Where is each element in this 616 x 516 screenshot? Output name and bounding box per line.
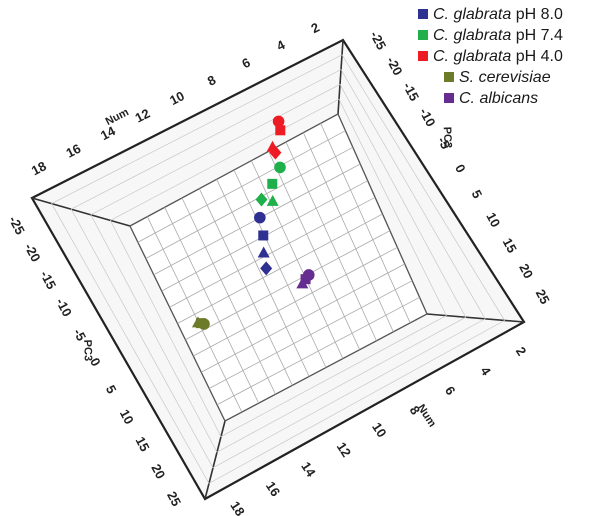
point-4-2-triangle [296, 277, 309, 289]
top-left-tick-label: 6 [240, 55, 253, 72]
legend: C. glabrata pH 8.0 C. glabrata pH 7.4 C. g… [418, 4, 616, 109]
top-left-tick-label: 4 [274, 37, 288, 54]
top-left-tick-label: 8 [205, 72, 218, 89]
top-right-tick-label: 0 [452, 162, 469, 175]
grid-line [216, 296, 420, 406]
top-left-tick-label: 12 [133, 106, 153, 126]
legend-swatch [418, 9, 428, 19]
plot-frame [30, 38, 526, 501]
point-0-2-triangle [257, 246, 270, 258]
top-right-tick-label: -20 [384, 54, 406, 78]
point-1-3-circle [274, 161, 286, 174]
legend-condition: pH 4.0 [511, 48, 563, 65]
point-0-0-circle [254, 211, 266, 224]
bottom-right-tick-label: 12 [334, 439, 354, 459]
bottom-right-tick-label: 6 [442, 383, 459, 397]
bottom-left-tick-label: 25 [164, 489, 184, 509]
bottom-right-tick-label: 14 [298, 459, 319, 480]
legend-entry: S. cerevisiae [418, 67, 616, 88]
point-1-1-square [267, 178, 278, 189]
bottom-right-tick-label: 18 [227, 498, 247, 516]
legend-condition: pH 7.4 [511, 27, 563, 44]
legend-swatch [444, 93, 454, 103]
bottom-right-tick-label: 16 [263, 479, 283, 499]
point-0-3-diamond [260, 261, 273, 276]
legend-species: C. albicans [459, 90, 539, 107]
corner-edge-1 [31, 197, 131, 227]
top-right-tick-label: 25 [533, 287, 553, 307]
legend-species: C. glabrata [433, 27, 512, 44]
bottom-right-tick-label: 2 [513, 344, 530, 358]
bottom-left-tick-label: 15 [133, 434, 153, 454]
top-left-tick-label: 10 [167, 88, 187, 108]
legend-entry: C. glabrata pH 7.4 [418, 25, 616, 46]
top-right-tick-label: 5 [469, 187, 486, 200]
top-left-tick-label: 2 [309, 20, 322, 37]
z-axis-name-right: PC3 [441, 127, 454, 149]
point-2-1-triangle [266, 140, 279, 152]
bottom-left-tick-label: -15 [37, 268, 59, 292]
bottom-left-tick-label: -25 [6, 213, 28, 237]
wall-line [109, 98, 447, 438]
bottom-left-tick-label: 10 [117, 407, 137, 427]
wall-line [70, 69, 486, 469]
legend-entry: C. glabrata pH 4.0 [418, 46, 616, 67]
legend-species: C. glabrata [433, 6, 512, 23]
bottom-right-tick-label: 10 [369, 420, 389, 440]
wall-line [51, 54, 506, 484]
point-1-2-triangle [266, 194, 279, 206]
point-3-2-circle [198, 318, 210, 330]
x-axis-name: Num [104, 106, 131, 128]
point-0-1-square [258, 230, 269, 241]
legend-swatch [418, 51, 428, 61]
top-left-tick-label: 14 [98, 123, 118, 143]
floor-grid [129, 113, 428, 422]
corner-edge-3 [426, 313, 525, 323]
point-2-2-square [275, 125, 286, 136]
point-2-3-circle [272, 115, 285, 128]
legend-species: S. cerevisiae [459, 69, 551, 86]
bottom-left-tick-label: -10 [53, 295, 75, 319]
grid-line [320, 123, 411, 324]
data-points [191, 115, 315, 330]
bottom-left-tick-label: -20 [21, 241, 43, 265]
top-left-tick-label: 16 [64, 141, 84, 161]
grid-line [208, 280, 413, 389]
legend-swatch [418, 30, 428, 40]
z-axis-name-left: PC3 [81, 339, 94, 361]
legend-swatch [444, 72, 454, 82]
corner-edge-4 [204, 420, 226, 500]
top-right-tick-label: -25 [367, 29, 389, 53]
legend-condition: pH 8.0 [511, 6, 563, 23]
corner-edge-2 [337, 39, 344, 115]
legend-species: C. glabrata [433, 48, 512, 65]
bottom-left-tick-label: 20 [148, 462, 168, 482]
point-4-1-square [300, 274, 311, 285]
bottom-right-tick-label: 4 [477, 364, 494, 379]
bottom-left-tick-label: 5 [103, 383, 120, 396]
top-right-tick-label: 15 [500, 236, 520, 256]
legend-entry: C. albicans [418, 88, 616, 109]
top-left-tick-label: 18 [29, 158, 49, 178]
y-axis-name: Num [415, 402, 438, 429]
point-1-0-diamond [255, 192, 268, 207]
legend-entry: C. glabrata pH 8.0 [418, 4, 616, 25]
top-right-tick-label: 10 [483, 210, 503, 230]
top-right-tick-label: 20 [516, 261, 536, 281]
wall-line [90, 83, 467, 453]
